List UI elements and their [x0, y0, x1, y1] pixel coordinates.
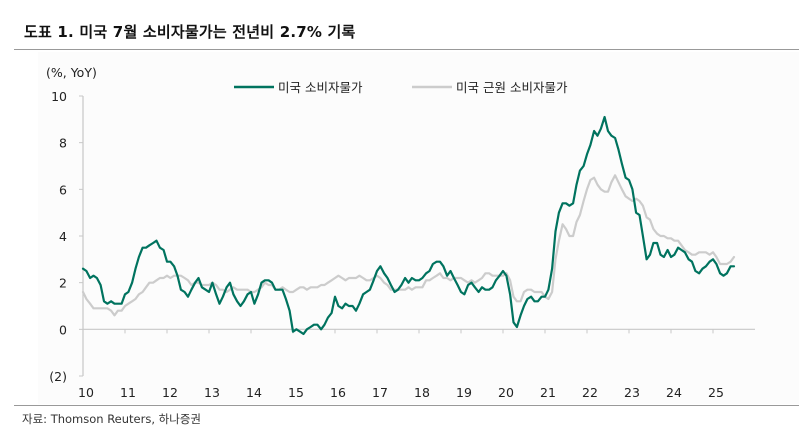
x-tick-label: 18 [414, 385, 430, 400]
y-tick-label: 0 [59, 322, 67, 337]
y-axis-label: (%, YoY) [46, 65, 97, 80]
x-tick-label: 25 [708, 385, 724, 400]
x-tick-label: 23 [624, 385, 640, 400]
chart-background [38, 52, 799, 404]
x-tick-label: 12 [162, 385, 178, 400]
x-tick-label: 17 [372, 385, 388, 400]
x-tick-label: 24 [666, 385, 682, 400]
legend-label-headline: 미국 소비자물가 [278, 80, 363, 95]
y-tick-label: (2) [49, 369, 67, 384]
x-tick-label: 11 [120, 385, 136, 400]
legend: 미국 소비자물가 미국 근원 소비자물가 [234, 80, 568, 95]
y-tick-label: 10 [51, 89, 67, 104]
y-tick-label: 4 [59, 229, 67, 244]
bottom-divider [14, 405, 799, 406]
top-divider [14, 49, 799, 50]
series-line-core-cpi [81, 174, 736, 317]
series-line-headline-cpi [81, 115, 736, 336]
y-tick-label: 8 [59, 136, 67, 151]
legend-label-core: 미국 근원 소비자물가 [456, 80, 568, 95]
x-tick-label: 21 [540, 385, 556, 400]
y-tick-label: 2 [59, 276, 67, 291]
source-note: 자료: Thomson Reuters, 하나증권 [22, 412, 201, 426]
x-tick-label: 20 [498, 385, 514, 400]
x-tick-label: 16 [330, 385, 346, 400]
x-tick-label: 13 [204, 385, 220, 400]
x-tick-label: 19 [456, 385, 472, 400]
x-tick-label: 22 [582, 385, 598, 400]
y-tick-label: 6 [59, 182, 67, 197]
x-tick-label: 15 [288, 385, 304, 400]
x-tick-label: 14 [246, 385, 262, 400]
chart-title: 도표 1. 미국 7월 소비자물가는 전년비 2.7% 기록 [24, 23, 356, 41]
series-group [81, 115, 736, 336]
x-tick-label: 10 [78, 385, 94, 400]
